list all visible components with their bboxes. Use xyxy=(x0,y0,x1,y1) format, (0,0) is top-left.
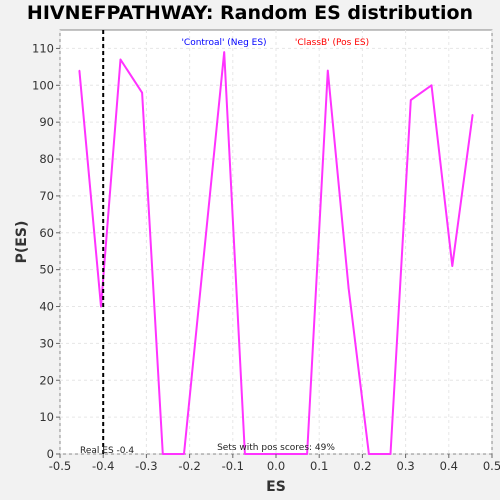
data-point xyxy=(203,254,205,256)
x-tick-label: 0.1 xyxy=(310,459,328,473)
pos-scores-annotation: Sets with pos scores: 49% xyxy=(217,443,335,453)
y-tick-label: 50 xyxy=(39,263,54,277)
data-point xyxy=(162,453,164,455)
chart-title: HIVNEFPATHWAY: Random ES distribution xyxy=(26,2,474,24)
data-point xyxy=(223,51,225,53)
real-es-label: Real ES -0.4 xyxy=(80,446,134,456)
x-tick-label: -0.1 xyxy=(222,459,244,473)
x-tick-label: -0.3 xyxy=(135,459,157,473)
y-tick-label: 40 xyxy=(39,300,54,314)
data-point xyxy=(327,69,329,72)
y-tick-label: 90 xyxy=(39,115,54,129)
data-point xyxy=(347,287,350,289)
data-point xyxy=(368,453,370,455)
y-tick-label: 80 xyxy=(39,152,54,166)
y-tick-label: 10 xyxy=(39,410,54,424)
data-point xyxy=(183,453,185,455)
data-point xyxy=(141,91,143,94)
data-point xyxy=(285,453,288,455)
legend-neg-label: 'Controal' (Neg ES) xyxy=(181,38,266,48)
y-tick-label: 70 xyxy=(39,189,54,203)
y-tick-label: 20 xyxy=(39,373,54,387)
x-tick-label: 0.3 xyxy=(396,459,414,473)
y-tick-label: 100 xyxy=(32,78,54,92)
x-tick-label: -0.5 xyxy=(49,459,71,473)
y-tick-label: 0 xyxy=(47,447,54,461)
x-tick-label: 0.4 xyxy=(440,459,458,473)
data-point xyxy=(389,453,392,455)
y-axis-title: P(ES) xyxy=(14,221,30,264)
data-point xyxy=(306,453,308,455)
data-point xyxy=(430,84,433,87)
x-tick-label: 0.5 xyxy=(483,459,500,473)
y-tick-label: 30 xyxy=(39,336,54,350)
data-point xyxy=(409,99,412,101)
data-point xyxy=(244,453,246,455)
data-point xyxy=(78,69,81,72)
legend-pos-label: 'ClassB' (Pos ES) xyxy=(295,38,369,48)
x-tick-label: 0.2 xyxy=(353,459,371,473)
data-point xyxy=(100,305,102,308)
y-tick-label: 60 xyxy=(39,226,54,240)
x-tick-label: -0.2 xyxy=(178,459,200,473)
x-tick-label: -0.4 xyxy=(92,459,114,473)
data-point xyxy=(119,58,122,61)
x-axis-title: ES xyxy=(266,479,286,495)
data-point xyxy=(471,114,474,116)
x-tick-label: 0.0 xyxy=(267,459,285,473)
y-tick-label: 110 xyxy=(32,41,54,55)
data-point xyxy=(264,453,267,455)
axis-ticks: 0 10 20 30 40 50 60 70 80 90 100 110 -0.5 -0.4 -0.3 -0.… xyxy=(32,41,500,473)
data-point xyxy=(451,265,454,267)
